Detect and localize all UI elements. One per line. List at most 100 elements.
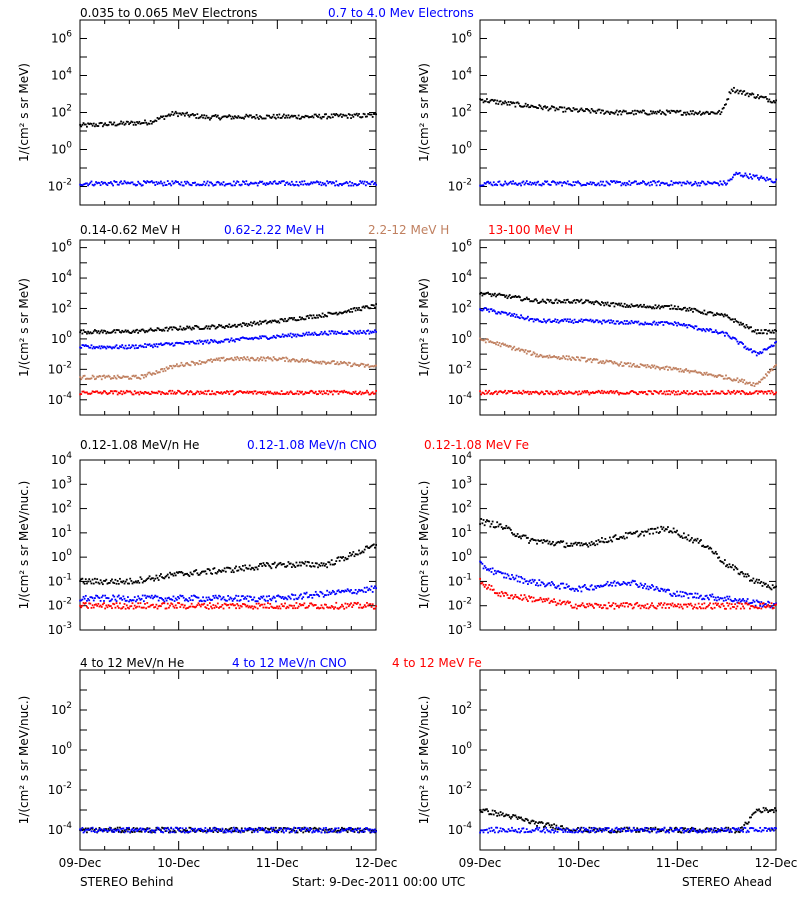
- data-point: [288, 391, 291, 394]
- data-point: [98, 375, 101, 377]
- data-point: [614, 602, 617, 605]
- data-point: [98, 391, 101, 394]
- data-point: [593, 182, 595, 184]
- data-point: [495, 526, 497, 528]
- data-point: [137, 391, 140, 394]
- data-point: [267, 338, 269, 340]
- data-point: [333, 591, 335, 593]
- data-point: [177, 365, 179, 368]
- data-point: [160, 605, 162, 608]
- data-point: [581, 320, 584, 323]
- data-point: [235, 116, 237, 119]
- data-point: [585, 318, 587, 321]
- data-point: [751, 351, 754, 354]
- data-point: [248, 564, 251, 567]
- data-point: [208, 118, 211, 121]
- data-point: [621, 365, 624, 367]
- data-point: [218, 181, 220, 184]
- data-point: [758, 332, 760, 335]
- data-point: [582, 319, 585, 322]
- data-point: [220, 182, 223, 185]
- data-point: [296, 607, 299, 609]
- data-point: [352, 391, 355, 393]
- data-point: [533, 352, 536, 355]
- data-point: [193, 327, 195, 330]
- data-point: [86, 125, 88, 128]
- data-point: [480, 98, 483, 101]
- data-point: [175, 571, 178, 574]
- data-point: [512, 533, 515, 536]
- data-point: [334, 593, 337, 596]
- data-point: [173, 181, 176, 184]
- data-point: [661, 111, 664, 113]
- data-point: [208, 393, 211, 396]
- data-point: [320, 390, 323, 393]
- data-point: [188, 597, 191, 599]
- data-point: [637, 320, 640, 323]
- data-point: [249, 596, 252, 598]
- data-point: [611, 181, 614, 183]
- data-point: [148, 595, 151, 598]
- data-point: [114, 598, 117, 601]
- data-point: [80, 599, 83, 602]
- data-point: [121, 182, 124, 185]
- data-point: [610, 605, 612, 608]
- data-point: [178, 182, 181, 185]
- data-point: [652, 110, 655, 113]
- data-point: [238, 390, 241, 393]
- data-point: [570, 588, 573, 591]
- data-point: [562, 182, 565, 184]
- data-point: [619, 391, 622, 394]
- data-point: [721, 107, 724, 110]
- data-point: [317, 316, 319, 319]
- data-point: [216, 180, 219, 183]
- data-point: [659, 321, 661, 324]
- data-point: [595, 300, 598, 303]
- data-point: [303, 393, 306, 395]
- data-point: [608, 322, 611, 324]
- data-point: [677, 110, 680, 113]
- data-point: [687, 597, 690, 599]
- y-tick-label: 102: [451, 500, 472, 516]
- data-point: [612, 581, 615, 584]
- data-point: [647, 113, 650, 116]
- data-point: [621, 583, 624, 585]
- data-point: [300, 593, 302, 596]
- data-point: [737, 391, 740, 394]
- data-point: [568, 355, 570, 358]
- data-point: [758, 601, 760, 604]
- data-point: [686, 593, 689, 596]
- data-point: [537, 180, 540, 183]
- data-point: [597, 389, 600, 392]
- data-point: [482, 292, 485, 295]
- data-point: [671, 391, 674, 394]
- data-point: [759, 604, 762, 607]
- data-point: [369, 588, 372, 591]
- data-point: [360, 551, 363, 554]
- data-point: [562, 392, 565, 395]
- data-point: [550, 181, 553, 183]
- data-point: [651, 527, 653, 530]
- data-point: [368, 547, 371, 549]
- data-point: [703, 371, 706, 374]
- data-point: [198, 359, 201, 362]
- data-point: [115, 344, 118, 347]
- data-point: [693, 539, 696, 542]
- data-point: [492, 342, 495, 344]
- legend-entry: 4 to 12 MeV Fe: [392, 656, 482, 670]
- data-point: [523, 297, 526, 300]
- data-point: [487, 101, 489, 103]
- data-point: [729, 318, 732, 321]
- data-point: [219, 359, 222, 362]
- data-point: [145, 375, 148, 378]
- y-tick-label: 103: [51, 475, 72, 491]
- data-point: [521, 535, 524, 538]
- data-point: [83, 374, 86, 377]
- data-point: [686, 390, 689, 392]
- data-point: [163, 367, 166, 370]
- data-point: [198, 184, 201, 187]
- data-point: [675, 111, 677, 114]
- data-point: [706, 111, 709, 114]
- data-point: [312, 593, 315, 596]
- data-point: [181, 184, 184, 187]
